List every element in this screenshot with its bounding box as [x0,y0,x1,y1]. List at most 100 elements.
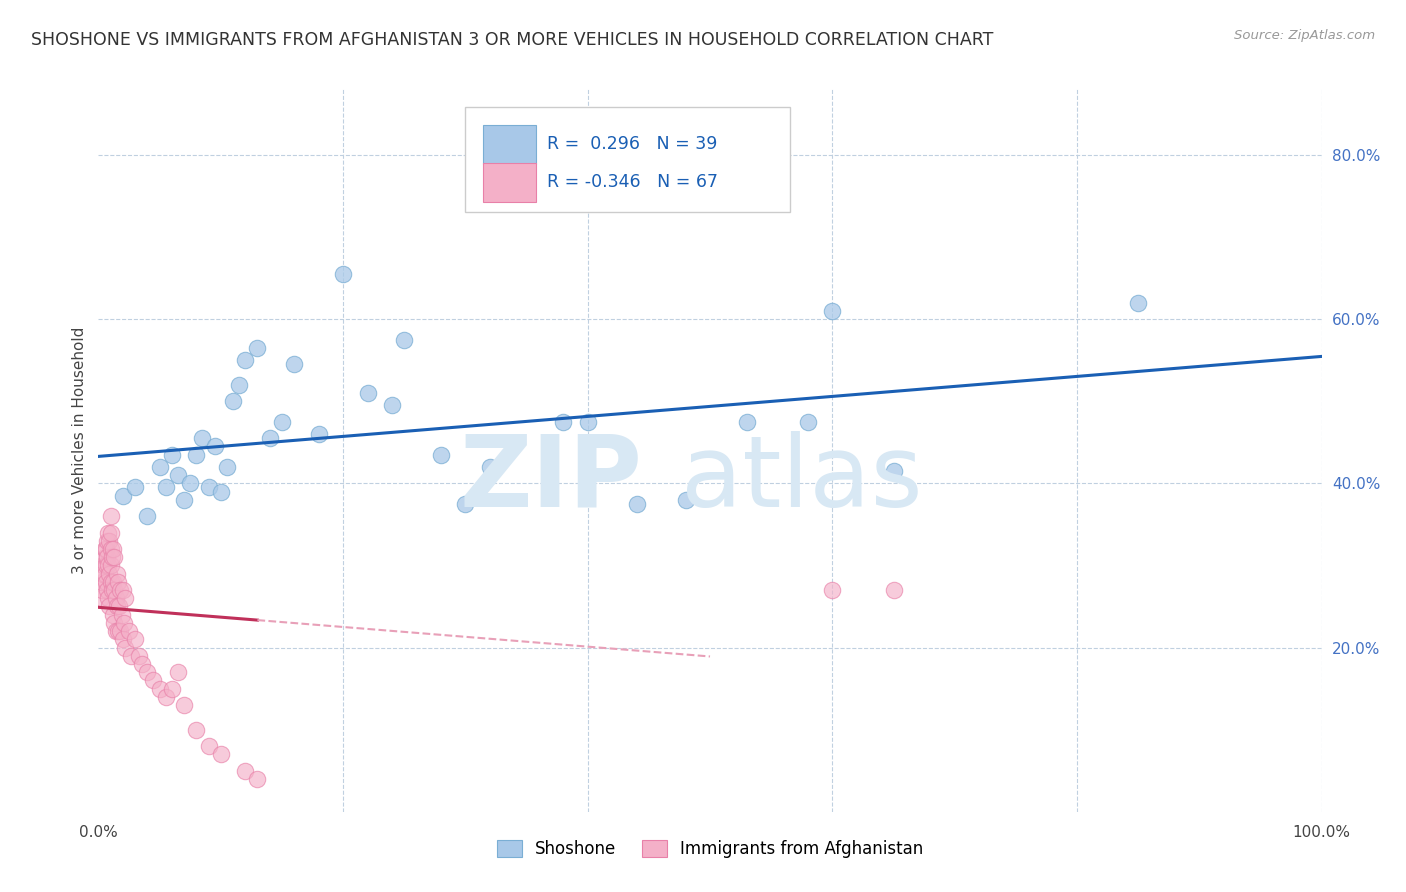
Point [103,550,125,565]
Point [124,632,146,647]
Point [197,739,219,753]
Point [114,591,136,606]
Point [96,533,118,548]
Point [98,566,121,581]
Point [98,533,121,548]
Point [204,439,226,453]
Point [101,541,124,556]
Point [124,480,146,494]
Point [91,574,114,589]
Point [356,386,378,401]
Point [167,468,190,483]
Point [392,333,416,347]
Point [228,377,250,392]
Point [96,582,118,597]
Point [797,415,820,429]
Point [136,665,159,680]
Point [197,480,219,494]
Point [155,690,177,704]
Point [149,681,172,696]
Point [626,497,648,511]
Point [91,582,114,597]
Point [120,648,142,663]
Point [96,550,118,565]
Point [107,574,129,589]
Point [209,484,232,499]
Point [478,459,501,474]
Point [209,747,232,762]
Point [136,509,159,524]
Text: SHOSHONE VS IMMIGRANTS FROM AFGHANISTAN 3 OR MORE VEHICLES IN HOUSEHOLD CORRELAT: SHOSHONE VS IMMIGRANTS FROM AFGHANISTAN … [31,31,993,49]
Point [90,591,112,606]
Point [100,525,122,540]
Point [222,394,245,409]
Point [104,591,127,606]
Point [112,615,135,630]
Point [114,640,136,655]
Point [104,624,127,639]
Point [259,431,281,445]
FancyBboxPatch shape [465,107,790,212]
Text: ZIP: ZIP [460,431,643,528]
Point [430,448,453,462]
Point [107,624,129,639]
Point [97,558,120,573]
Point [103,615,125,630]
Point [883,464,905,478]
Point [97,591,120,606]
FancyBboxPatch shape [482,163,536,202]
Legend: Shoshone, Immigrants from Afghanistan: Shoshone, Immigrants from Afghanistan [491,833,929,865]
Y-axis label: 3 or more Vehicles in Household: 3 or more Vehicles in Household [72,326,87,574]
Text: Source: ZipAtlas.com: Source: ZipAtlas.com [1234,29,1375,42]
Point [91,558,114,573]
Point [111,582,134,597]
Point [94,541,117,556]
Point [108,599,131,614]
Point [381,398,404,412]
Point [283,357,305,371]
Point [173,492,195,507]
Point [105,599,128,614]
Point [160,448,183,462]
Point [233,764,256,778]
Point [101,582,124,597]
Point [233,353,256,368]
Point [186,448,208,462]
Point [110,582,132,597]
Point [111,607,134,622]
Point [149,459,172,474]
Point [735,415,758,429]
Point [246,341,269,355]
Point [93,566,115,581]
Point [821,304,844,318]
Point [173,698,195,712]
Point [155,480,177,494]
Point [191,431,214,445]
Point [103,582,125,597]
Point [186,723,208,737]
Point [454,497,477,511]
Point [215,459,238,474]
Point [167,665,190,680]
Point [100,509,122,524]
Point [93,541,115,556]
Point [270,415,294,429]
Point [128,648,150,663]
Point [100,574,122,589]
Point [142,673,165,688]
Point [308,427,330,442]
Point [160,681,183,696]
Point [100,541,122,556]
Point [100,558,122,573]
Point [883,582,905,597]
Point [246,772,269,786]
Point [131,657,153,671]
Point [111,632,134,647]
Point [179,476,201,491]
Point [91,566,114,581]
Point [110,624,132,639]
Point [98,599,121,614]
Point [94,574,117,589]
Point [553,415,575,429]
Point [118,624,141,639]
